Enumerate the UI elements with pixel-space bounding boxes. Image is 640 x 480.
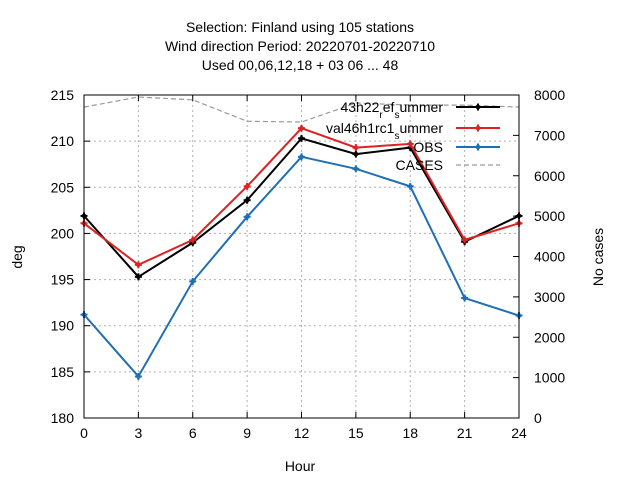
y-tick-label: 205 (51, 179, 75, 195)
y2-tick-label: 0 (534, 410, 542, 426)
data-point (298, 124, 305, 132)
title-line-1: Selection: Finland using 105 stations (186, 19, 414, 35)
x-axis-label: Hour (285, 458, 316, 474)
x-tick-label: 18 (402, 425, 418, 441)
x-tick-label: 12 (294, 425, 310, 441)
series-CASES (83, 96, 520, 123)
grid (84, 95, 519, 418)
y-tick-label: 210 (51, 133, 75, 149)
legend-entry: OBS (413, 139, 500, 155)
data-point (134, 372, 142, 380)
y-tick-label: 200 (51, 225, 75, 241)
legend-label: val46h1rc1summer (326, 120, 443, 142)
chart-title: Selection: Finland using 105 stations Wi… (165, 19, 435, 73)
series-OBS (80, 153, 523, 380)
y2-tick-label: 6000 (534, 168, 565, 184)
y2-tick-label: 3000 (534, 289, 565, 305)
data-point (189, 236, 197, 244)
series-layer (80, 96, 523, 380)
legend-entry: 43h22refsummer (340, 99, 500, 121)
y-tick-label: 190 (51, 318, 75, 334)
legend-label: OBS (413, 139, 443, 155)
data-point (461, 236, 469, 244)
y2-axis-label: No cases (590, 228, 606, 286)
data-point (134, 261, 142, 269)
title-line-2: Wind direction Period: 20220701-20220710 (165, 38, 435, 54)
x-tick-label: 15 (348, 425, 364, 441)
data-point (406, 182, 414, 190)
data-point (189, 277, 197, 285)
legend-label: CASES (396, 157, 443, 173)
legend-entry: val46h1rc1summer (326, 120, 500, 142)
x-tick-label: 6 (189, 425, 197, 441)
data-point (134, 273, 142, 281)
y-tick-label: 215 (51, 87, 75, 103)
tick-layer: 0 3 6 9 12 15 18 21 24 180 185 190 195 200 205 210 215 0 1… (51, 87, 566, 441)
x-tick-label: 24 (511, 425, 527, 441)
data-point (352, 150, 360, 158)
data-point (243, 213, 251, 221)
x-tick-label: 21 (457, 425, 473, 441)
data-point (243, 182, 251, 190)
x-tick-label: 3 (134, 425, 142, 441)
title-line-3: Used 00,06,12,18 + 03 06 ... 48 (202, 57, 399, 73)
y2-tick-label: 2000 (534, 329, 565, 345)
data-point (461, 294, 469, 302)
series-line (83, 96, 520, 123)
legend-label: 43h22refsummer (340, 99, 443, 121)
y2-tick-label: 7000 (534, 127, 565, 143)
y2-tick-label: 5000 (534, 208, 565, 224)
y2-tick-label: 8000 (534, 87, 565, 103)
data-point (352, 144, 360, 152)
data-point (406, 140, 414, 148)
x-tick-label: 0 (80, 425, 88, 441)
legend-entry: CASES (396, 157, 500, 173)
y-tick-label: 180 (51, 410, 75, 426)
y2-tick-label: 1000 (534, 370, 565, 386)
y-tick-label: 185 (51, 364, 75, 380)
data-point (243, 196, 251, 204)
y-tick-label: 195 (51, 272, 75, 288)
data-point (352, 165, 360, 173)
data-point (298, 153, 305, 161)
y2-tick-label: 4000 (534, 249, 565, 265)
y-axis-label: deg (9, 245, 25, 268)
x-tick-label: 9 (243, 425, 251, 441)
data-point (298, 134, 305, 142)
